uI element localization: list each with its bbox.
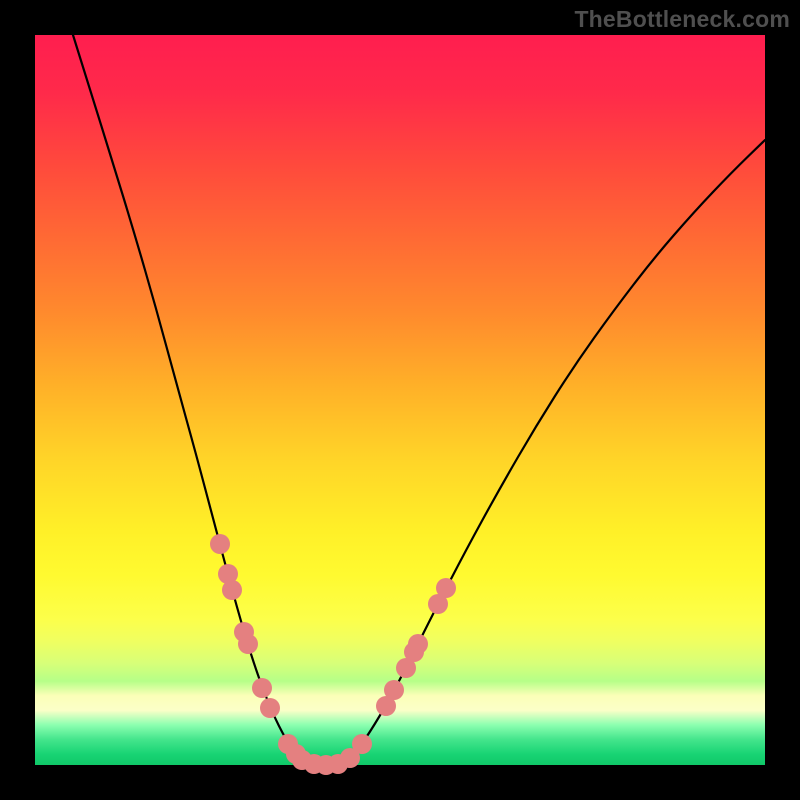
plot-gradient-background <box>35 35 765 765</box>
chart-stage: TheBottleneck.com <box>0 0 800 800</box>
watermark-text: TheBottleneck.com <box>574 6 790 33</box>
